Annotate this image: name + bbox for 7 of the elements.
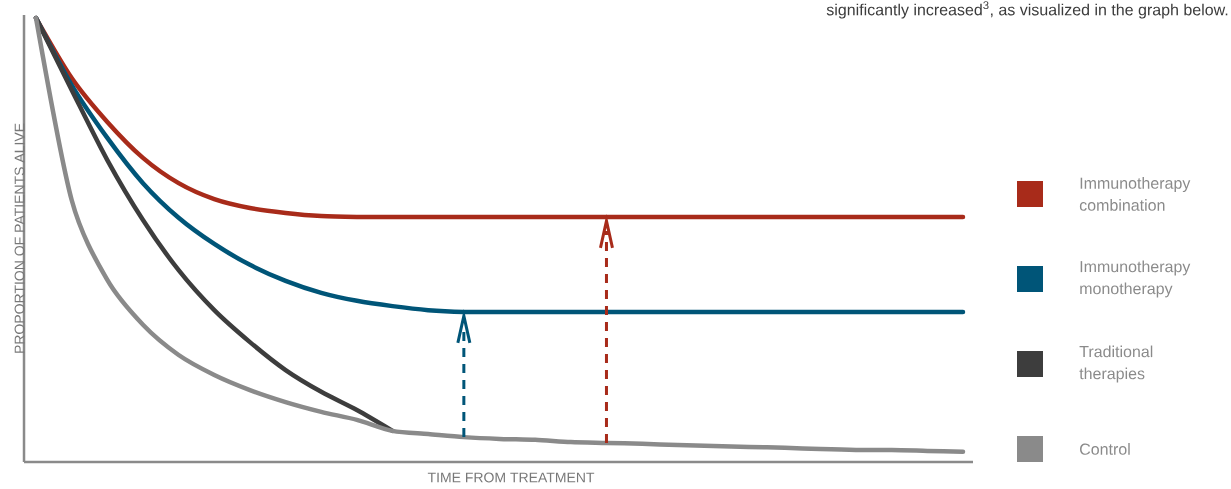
y-axis-title: PROPORTION OF PATIENTS ALIVE: [14, 123, 25, 353]
legend-label: Immunotherapy combination: [1079, 177, 1191, 211]
legend-label: Traditional therapies: [1079, 345, 1153, 383]
annotation: significantly increased$^{3}$, as visualized in the graph below.: [826, 1, 1228, 19]
legend-label: Immunotherapy monotherapy: [1080, 260, 1191, 298]
x-axis-title: TIME FROM TREATMENT: [427, 472, 595, 483]
legend-label: Control: [1080, 443, 1130, 455]
